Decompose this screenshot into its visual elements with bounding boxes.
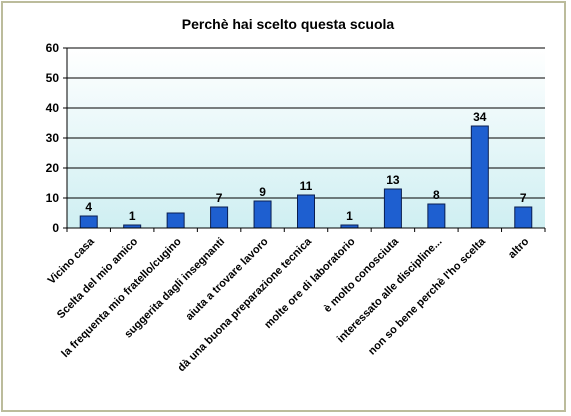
- y-tick-label: 0: [52, 221, 59, 235]
- x-tick-label: altro: [506, 235, 532, 261]
- x-tick-label: molte ore di laboratorio: [262, 235, 358, 331]
- data-label: 4: [85, 200, 92, 214]
- bar: [383, 188, 402, 229]
- data-label: 7: [216, 191, 223, 205]
- chart-title: Perchè hai scelto questa scuola: [182, 16, 395, 32]
- data-label: 7: [520, 191, 527, 205]
- y-tick-label: 20: [46, 161, 60, 175]
- x-tick-label: aiuta a trovare lavoro: [183, 235, 270, 322]
- bar: [79, 215, 98, 229]
- y-tick-label: 10: [46, 191, 60, 205]
- bar: [166, 212, 185, 229]
- bar: [253, 200, 272, 229]
- bar: [514, 206, 533, 229]
- data-label: 9: [259, 185, 266, 199]
- data-label: 34: [473, 110, 487, 124]
- data-label: 8: [433, 188, 440, 202]
- bar: [470, 125, 489, 229]
- x-tick-label: è molto conosciuta: [322, 235, 402, 315]
- bar: [427, 203, 446, 229]
- y-tick-label: 60: [46, 41, 60, 55]
- y-tick-label: 50: [46, 71, 60, 85]
- bar: [210, 206, 229, 229]
- data-label: 1: [346, 209, 353, 223]
- y-tick-label: 30: [46, 131, 60, 145]
- y-tick-label: 40: [46, 101, 60, 115]
- data-label: 11: [300, 179, 313, 193]
- data-label: 1: [129, 209, 136, 223]
- bar: [297, 194, 315, 229]
- x-tick-label: Scelta del mio amico: [55, 235, 141, 321]
- data-label: 13: [386, 173, 400, 187]
